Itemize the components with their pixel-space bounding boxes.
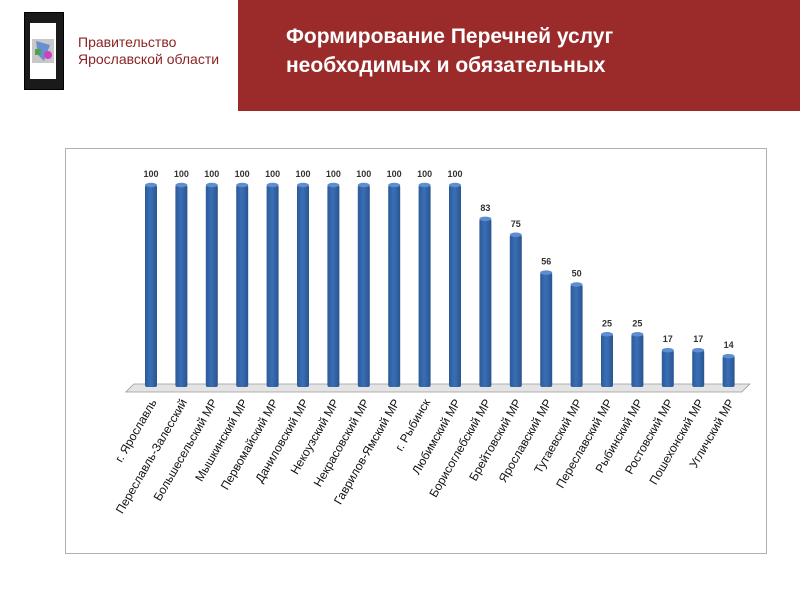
bar <box>175 185 188 387</box>
chart-floor <box>124 383 751 393</box>
bar <box>570 284 583 387</box>
organization-name: Правительство Ярославской области <box>78 34 238 68</box>
data-label: 100 <box>204 169 219 179</box>
data-label: 100 <box>295 169 310 179</box>
data-label: 100 <box>326 169 341 179</box>
bar <box>692 350 705 387</box>
data-label: 50 <box>572 269 582 279</box>
data-label: 14 <box>724 340 734 350</box>
bar-top <box>601 332 613 337</box>
bar <box>297 185 309 387</box>
bar-top <box>357 182 370 188</box>
org-line-2: Ярославской области <box>78 51 220 67</box>
data-label: 100 <box>387 169 402 179</box>
org-line-1: Правительство <box>78 34 177 50</box>
bar <box>327 185 340 387</box>
bar-top <box>631 332 644 337</box>
bar-top <box>327 182 340 188</box>
coat-of-arms-icon <box>32 39 54 63</box>
data-label: 75 <box>511 219 521 229</box>
bar-top <box>205 182 218 188</box>
title-line-1: Формирование Перечней услуг <box>286 25 614 48</box>
bar <box>145 185 157 387</box>
bar <box>601 334 613 387</box>
data-label: 100 <box>265 169 280 179</box>
bar-top <box>145 182 157 188</box>
data-label: 100 <box>356 169 371 179</box>
bar <box>418 185 431 387</box>
data-label: 17 <box>663 334 673 344</box>
page-title: Формирование Перечней услуг необходимых … <box>286 22 756 80</box>
bar <box>449 185 461 387</box>
header-band <box>238 0 800 111</box>
bar-top <box>479 216 492 222</box>
bar <box>509 234 522 387</box>
bar <box>722 356 735 387</box>
title-line-2: необходимых и обязательных <box>286 54 606 77</box>
bar-top <box>418 182 431 188</box>
government-logo <box>24 12 64 90</box>
data-label: 83 <box>480 203 490 213</box>
bar-top <box>722 353 735 359</box>
bar <box>479 218 492 387</box>
bar-top <box>175 182 188 188</box>
bar-top <box>570 282 583 287</box>
data-label: 100 <box>447 169 462 179</box>
bar-top <box>297 182 309 188</box>
bar-top <box>540 270 553 275</box>
bar <box>205 185 218 387</box>
bar-top <box>388 182 401 188</box>
bar <box>661 350 674 387</box>
bar-top <box>661 347 674 353</box>
data-label: 56 <box>541 257 551 267</box>
bar <box>266 185 279 387</box>
bar <box>388 185 401 387</box>
data-label: 25 <box>632 318 642 328</box>
bar <box>236 185 249 387</box>
bar <box>540 272 553 387</box>
bar-top <box>266 182 279 188</box>
bar <box>357 185 370 387</box>
bar-top <box>692 347 705 353</box>
data-label: 25 <box>602 318 612 328</box>
bar-top <box>449 182 461 188</box>
data-label: 100 <box>417 169 432 179</box>
bar <box>631 334 644 387</box>
bar-top <box>236 182 249 188</box>
data-label: 100 <box>235 169 250 179</box>
logo-emblem <box>30 23 56 79</box>
chart-frame: 100 г. Ярославль 100 Переславль-Залесский 10… <box>65 148 767 554</box>
data-label: 100 <box>143 169 158 179</box>
bar-top <box>509 232 522 237</box>
data-label: 100 <box>174 169 189 179</box>
data-label: 17 <box>693 334 703 344</box>
